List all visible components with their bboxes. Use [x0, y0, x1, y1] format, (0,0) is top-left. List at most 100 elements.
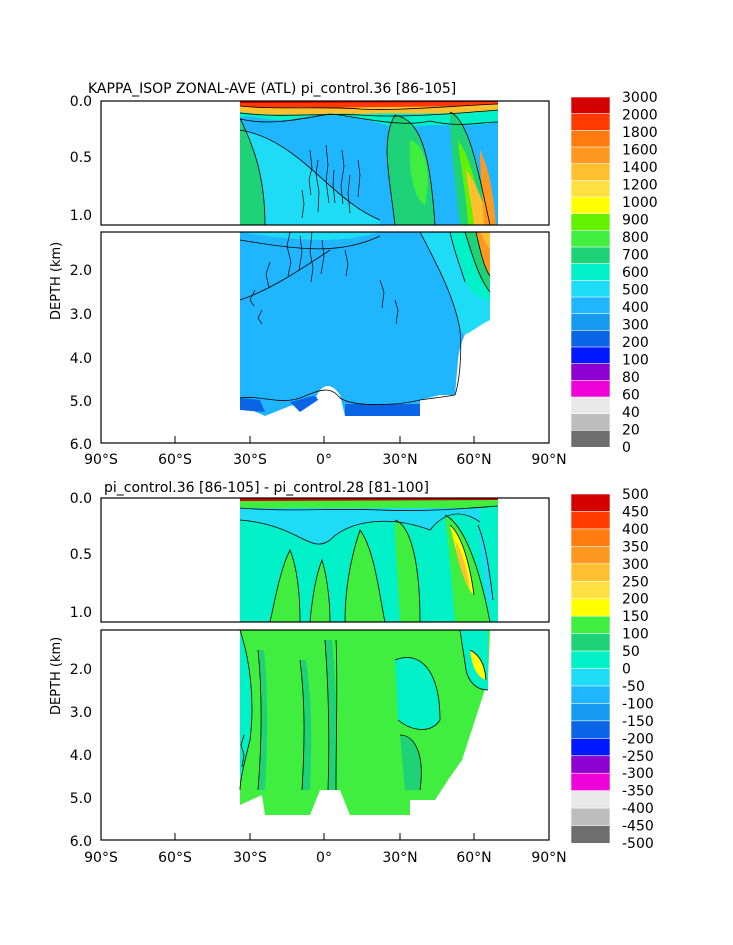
y-tick-label: 4.0 [70, 351, 92, 367]
colorbar-swatch [570, 598, 611, 617]
y-tick-label: 0.0 [70, 491, 92, 507]
colorbar-label: -200 [622, 731, 654, 747]
panel-1-lower-frame [100, 231, 550, 444]
colorbar-swatch [570, 580, 611, 600]
colorbar-label: 700 [622, 248, 649, 264]
colorbar-label: 300 [622, 557, 649, 573]
colorbar-swatch [570, 313, 611, 331]
colorbar-swatch [570, 263, 611, 281]
colorbar-swatch [570, 737, 611, 757]
colorbar-label: 300 [622, 318, 649, 334]
x-tick-label: 60°S [158, 850, 192, 866]
colorbar-swatch [570, 755, 611, 774]
panel-2-field-upper [239, 498, 499, 622]
y-tick-label: 3.0 [70, 307, 92, 323]
x-tick-label: 60°N [456, 850, 491, 866]
colorbar-label: -100 [622, 696, 654, 712]
colorbar-swatch [570, 720, 611, 739]
x-tick-label: 30°N [382, 452, 417, 468]
colorbar-swatch [570, 396, 611, 415]
colorbar-label: 500 [622, 487, 649, 503]
panel-1-title: KAPPA_ISOP ZONAL-AVE (ATL) pi_control.36… [88, 81, 456, 97]
panel-1-x-tick-marks [100, 436, 550, 443]
colorbar-swatch [570, 213, 611, 231]
y-tick-label: 6.0 [70, 437, 92, 453]
x-tick-label: 60°S [158, 452, 192, 468]
panel-2-ylabel: DEPTH (km) [49, 637, 64, 715]
colorbar-label: -350 [622, 784, 654, 800]
panel-1-lower-contours [239, 232, 491, 406]
colorbar-label: -450 [622, 819, 654, 835]
colorbar-label: 100 [622, 353, 649, 369]
panel-2: pi_control.36 [86-105] - pi_control.28 [… [49, 480, 654, 866]
colorbar-label: 1000 [622, 195, 658, 211]
y-tick-label: 1.0 [70, 208, 92, 224]
panel-2-x-tick-marks [100, 833, 550, 840]
y-tick-label: 2.0 [70, 662, 92, 678]
panel-2-y-ticks-upper: 0.0 0.5 1.0 [70, 491, 92, 621]
panel-1-upper-frame [100, 100, 550, 226]
colorbar-label: -300 [622, 766, 654, 782]
colorbar-swatch [570, 493, 611, 513]
y-tick-label: 2.0 [70, 263, 92, 279]
panel-2-colorbar: 500450400350300250200150100500-50-100-15… [570, 487, 654, 852]
panel-2-x-ticks: 90°S 60°S 30°S 0° 30°N 60°N 90°N [84, 850, 567, 866]
colorbar-label: 40 [622, 405, 640, 421]
y-tick-label: 5.0 [70, 394, 92, 410]
colorbar-label: 1400 [622, 160, 658, 176]
colorbar-swatch [570, 511, 611, 530]
panel-1-field-upper [239, 101, 499, 225]
x-tick-label: 0° [316, 850, 332, 866]
colorbar-label: 0 [622, 662, 631, 678]
colorbar-label: 100 [622, 627, 649, 643]
panel-2-lower-frame [100, 629, 550, 841]
colorbar-swatch [570, 380, 611, 398]
colorbar-label: 350 [622, 539, 649, 555]
y-tick-label: 5.0 [70, 791, 92, 807]
colorbar-label: 400 [622, 522, 649, 538]
y-tick-label: 1.0 [70, 605, 92, 621]
colorbar-label: 1200 [622, 178, 658, 194]
colorbar-label: 400 [622, 300, 649, 316]
x-tick-label: 30°S [233, 452, 267, 468]
colorbar-label: 250 [622, 574, 649, 590]
colorbar-label: -500 [622, 836, 654, 852]
colorbar-label: 2000 [622, 108, 658, 124]
colorbar-swatch [570, 113, 611, 131]
panel-1-y-ticks-lower: 2.0 3.0 4.0 5.0 6.0 [70, 263, 92, 453]
colorbar-label: 150 [622, 609, 649, 625]
colorbar-label: -250 [622, 749, 654, 765]
y-tick-label: 3.0 [70, 705, 92, 721]
panel-1-upper-contours [239, 103, 499, 225]
panel-2-upper-frame [100, 497, 550, 623]
colorbar-label: 3000 [622, 90, 658, 106]
colorbar-swatch [570, 615, 611, 635]
colorbar-label: 80 [622, 370, 640, 386]
panel-1-x-ticks: 90°S 60°S 30°S 0° 30°N 60°N 90°N [84, 452, 567, 468]
colorbar-swatch [570, 668, 611, 687]
panel-1-ylabel: DEPTH (km) [49, 242, 64, 320]
panel-1: KAPPA_ISOP ZONAL-AVE (ATL) pi_control.36… [49, 81, 658, 468]
panel-2-upper-contours [239, 505, 499, 622]
colorbar-swatch [570, 96, 611, 115]
colorbar-swatch [570, 563, 611, 582]
colorbar-swatch [570, 163, 611, 181]
colorbar-label: -50 [622, 679, 645, 695]
colorbar-swatch [570, 346, 611, 365]
colorbar-label: 200 [622, 592, 649, 608]
colorbar-swatch [570, 296, 611, 315]
x-tick-label: 90°N [531, 452, 566, 468]
y-tick-label: 6.0 [70, 834, 92, 850]
colorbar-label: 500 [622, 283, 649, 299]
y-tick-label: 4.0 [70, 748, 92, 764]
colorbar-swatch [570, 330, 611, 348]
x-tick-label: 30°N [382, 850, 417, 866]
panel-2-title: pi_control.36 [86-105] - pi_control.28 [… [104, 480, 429, 496]
colorbar-swatch [570, 772, 611, 792]
x-tick-label: 60°N [456, 452, 491, 468]
colorbar-swatch [570, 280, 611, 298]
colorbar-label: 20 [622, 423, 640, 439]
panel-2-field-lower [239, 630, 490, 815]
colorbar-label: 800 [622, 230, 649, 246]
